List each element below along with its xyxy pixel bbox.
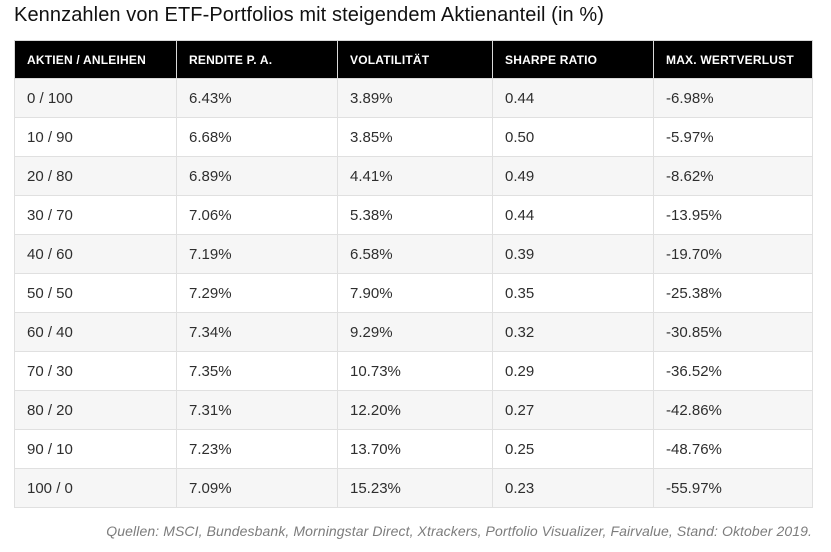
source-note: Quellen: MSCI, Bundesbank, Morningstar D… <box>106 523 812 539</box>
table-cell: 3.89% <box>337 78 493 118</box>
table-cell: -5.97% <box>653 117 813 157</box>
table-row: 10 / 90 6.68% 3.85% 0.50 -5.97% <box>14 117 813 157</box>
table-cell: 0.23 <box>492 468 654 508</box>
column-header-rendite: RENDITE P. A. <box>176 40 338 79</box>
table-cell: 0 / 100 <box>14 78 177 118</box>
table-cell: 0.25 <box>492 429 654 469</box>
table-cell: 15.23% <box>337 468 493 508</box>
table-cell: 7.23% <box>176 429 338 469</box>
table-cell: 4.41% <box>337 156 493 196</box>
table-cell: 7.19% <box>176 234 338 274</box>
table-cell: 6.58% <box>337 234 493 274</box>
table-cell: 80 / 20 <box>14 390 177 430</box>
table-cell: -13.95% <box>653 195 813 235</box>
table-cell: -19.70% <box>653 234 813 274</box>
table-cell: 60 / 40 <box>14 312 177 352</box>
table-cell: -36.52% <box>653 351 813 391</box>
table-row: 0 / 100 6.43% 3.89% 0.44 -6.98% <box>14 78 813 118</box>
table-cell: 6.68% <box>176 117 338 157</box>
table-cell: 6.89% <box>176 156 338 196</box>
table-cell: 7.34% <box>176 312 338 352</box>
table-cell: 6.43% <box>176 78 338 118</box>
table-row: 90 / 10 7.23% 13.70% 0.25 -48.76% <box>14 429 813 469</box>
table-row: 80 / 20 7.31% 12.20% 0.27 -42.86% <box>14 390 813 430</box>
table-cell: 0.39 <box>492 234 654 274</box>
table-cell: 0.44 <box>492 195 654 235</box>
table-cell: -30.85% <box>653 312 813 352</box>
table-cell: 100 / 0 <box>14 468 177 508</box>
table-cell: 7.90% <box>337 273 493 313</box>
table-cell: 12.20% <box>337 390 493 430</box>
table-cell: 10.73% <box>337 351 493 391</box>
table-cell: 3.85% <box>337 117 493 157</box>
table-cell: 0.29 <box>492 351 654 391</box>
table-row: 20 / 80 6.89% 4.41% 0.49 -8.62% <box>14 156 813 196</box>
table-cell: 5.38% <box>337 195 493 235</box>
table-cell: 7.29% <box>176 273 338 313</box>
table-row: 60 / 40 7.34% 9.29% 0.32 -30.85% <box>14 312 813 352</box>
column-header-sharpe-ratio: SHARPE RATIO <box>492 40 654 79</box>
column-header-aktien-anleihen: AKTIEN / ANLEIHEN <box>14 40 177 79</box>
table-cell: 7.09% <box>176 468 338 508</box>
table-cell: 0.49 <box>492 156 654 196</box>
table-cell: -42.86% <box>653 390 813 430</box>
table-cell: 10 / 90 <box>14 117 177 157</box>
table-cell: 0.44 <box>492 78 654 118</box>
table-cell: -55.97% <box>653 468 813 508</box>
table-header-row: AKTIEN / ANLEIHEN RENDITE P. A. VOLATILI… <box>14 40 813 79</box>
column-header-max-wertverlust: MAX. WERTVERLUST <box>653 40 813 79</box>
table-cell: 9.29% <box>337 312 493 352</box>
table-body: 0 / 100 6.43% 3.89% 0.44 -6.98% 10 / 90 6.68% 3… <box>14 78 813 508</box>
table-cell: 7.06% <box>176 195 338 235</box>
table-row: 70 / 30 7.35% 10.73% 0.29 -36.52% <box>14 351 813 391</box>
table-row: 30 / 70 7.06% 5.38% 0.44 -13.95% <box>14 195 813 235</box>
table-cell: 0.27 <box>492 390 654 430</box>
table-row: 50 / 50 7.29% 7.90% 0.35 -25.38% <box>14 273 813 313</box>
table-cell: 70 / 30 <box>14 351 177 391</box>
table-cell: 90 / 10 <box>14 429 177 469</box>
table-cell: 0.32 <box>492 312 654 352</box>
table-cell: 7.31% <box>176 390 338 430</box>
table-cell: 40 / 60 <box>14 234 177 274</box>
table-row: 100 / 0 7.09% 15.23% 0.23 -55.97% <box>14 468 813 508</box>
table-cell: 20 / 80 <box>14 156 177 196</box>
table-cell: -8.62% <box>653 156 813 196</box>
table-row: 40 / 60 7.19% 6.58% 0.39 -19.70% <box>14 234 813 274</box>
table-cell: 13.70% <box>337 429 493 469</box>
etf-metrics-table: AKTIEN / ANLEIHEN RENDITE P. A. VOLATILI… <box>14 40 813 508</box>
page-title: Kennzahlen von ETF-Portfolios mit steige… <box>14 4 605 26</box>
table-cell: 7.35% <box>176 351 338 391</box>
table-header: AKTIEN / ANLEIHEN RENDITE P. A. VOLATILI… <box>14 40 813 79</box>
table-cell: -6.98% <box>653 78 813 118</box>
table-cell: -48.76% <box>653 429 813 469</box>
table-cell: 0.50 <box>492 117 654 157</box>
table-cell: 50 / 50 <box>14 273 177 313</box>
table-cell: 30 / 70 <box>14 195 177 235</box>
column-header-volatilitaet: VOLATILITÄT <box>337 40 493 79</box>
table-cell: 0.35 <box>492 273 654 313</box>
table-cell: -25.38% <box>653 273 813 313</box>
